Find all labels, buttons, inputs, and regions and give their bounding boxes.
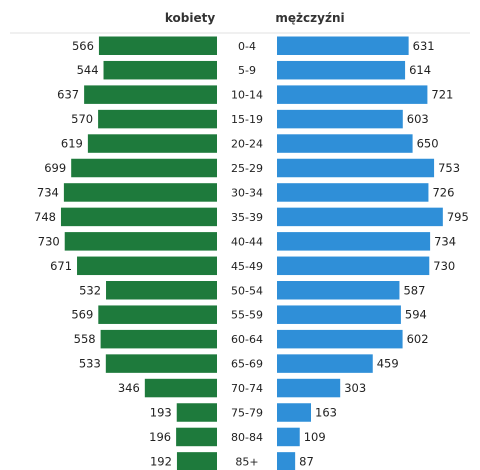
age-group-label-35-39: 35-39 xyxy=(231,211,263,224)
age-group-label-20-24: 20-24 xyxy=(231,138,263,151)
value-label-kobiety-20-24: 619 xyxy=(61,137,83,151)
value-label-kobiety-85+: 192 xyxy=(150,454,172,468)
value-label-mezczyzni-65-69: 459 xyxy=(377,357,399,371)
value-label-mezczyzni-55-59: 594 xyxy=(405,308,427,322)
value-label-mezczyzni-75-79: 163 xyxy=(315,406,337,420)
bar-kobiety-10-14 xyxy=(84,85,218,104)
age-group-label-50-54: 50-54 xyxy=(231,284,263,297)
value-label-kobiety-5-9: 544 xyxy=(77,63,99,77)
bar-kobiety-75-79 xyxy=(176,403,217,422)
bar-kobiety-15-19 xyxy=(98,109,217,129)
age-group-label-85+: 85+ xyxy=(235,455,258,468)
value-label-mezczyzni-25-29: 753 xyxy=(438,161,460,175)
age-group-label-80-84: 80-84 xyxy=(231,431,263,444)
value-label-mezczyzni-60-64: 602 xyxy=(407,332,429,346)
age-group-label-65-69: 65-69 xyxy=(231,358,263,371)
age-group-label-70-74: 70-74 xyxy=(231,382,263,395)
bar-mezczyzni-65-69 xyxy=(277,354,373,373)
bar-kobiety-35-39 xyxy=(60,207,218,227)
value-label-mezczyzni-20-24: 650 xyxy=(417,137,439,151)
bar-mezczyzni-70-74 xyxy=(277,378,341,398)
bar-kobiety-70-74 xyxy=(144,378,217,398)
bar-kobiety-80-84 xyxy=(176,427,217,447)
bar-mezczyzni-25-29 xyxy=(277,158,435,178)
value-label-kobiety-15-19: 570 xyxy=(71,112,93,126)
age-group-label-15-19: 15-19 xyxy=(231,113,263,126)
bar-mezczyzni-80-84 xyxy=(277,427,300,447)
age-group-label-0-4: 0-4 xyxy=(238,40,256,53)
value-label-mezczyzni-5-9: 614 xyxy=(409,63,431,77)
bar-mezczyzni-15-19 xyxy=(277,109,403,129)
value-label-kobiety-70-74: 346 xyxy=(118,381,140,395)
bar-mezczyzni-60-64 xyxy=(277,329,403,349)
value-label-mezczyzni-30-34: 726 xyxy=(432,185,454,199)
bar-kobiety-50-54 xyxy=(106,281,217,300)
bar-kobiety-40-44 xyxy=(64,232,217,251)
bar-kobiety-25-29 xyxy=(71,158,217,178)
bar-mezczyzni-5-9 xyxy=(277,60,406,80)
value-label-mezczyzni-35-39: 795 xyxy=(447,210,469,224)
value-label-mezczyzni-80-84: 109 xyxy=(304,430,326,444)
bar-kobiety-5-9 xyxy=(103,60,217,80)
header-kobiety: kobiety xyxy=(165,11,215,25)
value-label-mezczyzni-40-44: 734 xyxy=(434,234,456,248)
value-label-kobiety-35-39: 748 xyxy=(34,210,56,224)
age-group-label-5-9: 5-9 xyxy=(238,64,256,77)
value-label-mezczyzni-50-54: 587 xyxy=(403,283,425,297)
value-label-kobiety-75-79: 193 xyxy=(150,406,172,420)
bar-mezczyzni-40-44 xyxy=(277,232,431,251)
value-label-kobiety-30-34: 734 xyxy=(37,185,59,199)
bar-mezczyzni-30-34 xyxy=(277,183,429,202)
bar-mezczyzni-0-4 xyxy=(277,36,409,55)
bar-mezczyzni-85+ xyxy=(277,452,296,470)
value-label-kobiety-25-29: 699 xyxy=(44,161,66,175)
bar-mezczyzni-55-59 xyxy=(277,305,401,324)
age-group-label-45-49: 45-49 xyxy=(231,260,263,273)
bar-mezczyzni-20-24 xyxy=(277,134,413,153)
bar-kobiety-0-4 xyxy=(98,36,217,55)
chart-rows: 566 631 0-4 544 614 5-9 637 721 10-14 570 603 15-19… xyxy=(34,36,469,470)
bar-kobiety-55-59 xyxy=(98,305,217,324)
value-label-mezczyzni-0-4: 631 xyxy=(413,39,435,53)
value-label-mezczyzni-10-14: 721 xyxy=(431,88,453,102)
value-label-kobiety-80-84: 196 xyxy=(149,430,171,444)
value-label-kobiety-10-14: 637 xyxy=(57,88,79,102)
value-label-mezczyzni-85+: 87 xyxy=(299,454,314,468)
bar-kobiety-45-49 xyxy=(77,256,217,276)
value-label-mezczyzni-45-49: 730 xyxy=(433,259,455,273)
age-group-label-55-59: 55-59 xyxy=(231,309,263,322)
bar-mezczyzni-50-54 xyxy=(277,281,400,300)
value-label-kobiety-40-44: 730 xyxy=(38,234,60,248)
bar-kobiety-60-64 xyxy=(100,329,217,349)
value-label-kobiety-65-69: 533 xyxy=(79,357,101,371)
bar-kobiety-20-24 xyxy=(87,134,217,153)
value-label-kobiety-50-54: 532 xyxy=(79,283,101,297)
bar-mezczyzni-75-79 xyxy=(277,403,312,422)
age-group-label-30-34: 30-34 xyxy=(231,186,263,199)
age-group-label-60-64: 60-64 xyxy=(231,333,263,346)
value-label-kobiety-60-64: 558 xyxy=(74,332,96,346)
value-label-kobiety-45-49: 671 xyxy=(50,259,72,273)
age-group-label-10-14: 10-14 xyxy=(231,89,263,102)
header-mezczyzni: mężczyźni xyxy=(275,11,344,25)
age-group-label-75-79: 75-79 xyxy=(231,407,263,420)
value-label-kobiety-55-59: 569 xyxy=(71,308,93,322)
bar-kobiety-65-69 xyxy=(105,354,217,373)
age-group-label-40-44: 40-44 xyxy=(231,235,263,248)
value-label-mezczyzni-70-74: 303 xyxy=(344,381,366,395)
bar-kobiety-85+ xyxy=(176,452,217,470)
age-group-label-25-29: 25-29 xyxy=(231,162,263,175)
bar-kobiety-30-34 xyxy=(63,183,217,202)
bar-mezczyzni-35-39 xyxy=(277,207,443,227)
value-label-mezczyzni-15-19: 603 xyxy=(407,112,429,126)
value-label-kobiety-0-4: 566 xyxy=(72,39,94,53)
bar-mezczyzni-10-14 xyxy=(277,85,428,104)
bar-mezczyzni-45-49 xyxy=(277,256,430,276)
